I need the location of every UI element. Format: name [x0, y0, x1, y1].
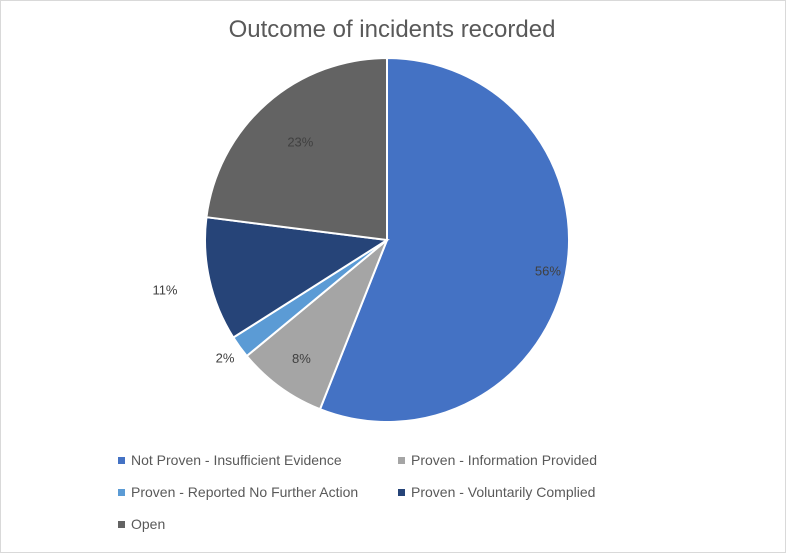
- slice-not-proven: [318, 56, 570, 423]
- label-information-provided: 8%: [292, 351, 311, 366]
- chart-title: Outcome of incidents recorded: [228, 16, 556, 43]
- label-open: 23%: [287, 135, 313, 150]
- slice-open: [205, 56, 388, 242]
- label-voluntarily-complied: 11%: [152, 283, 177, 298]
- slice-voluntarily-complied: [204, 216, 390, 339]
- slice-information-provided: [245, 239, 388, 411]
- label-reported-no-further-action: 2%: [216, 351, 235, 366]
- label-not-proven: 56%: [535, 264, 561, 279]
